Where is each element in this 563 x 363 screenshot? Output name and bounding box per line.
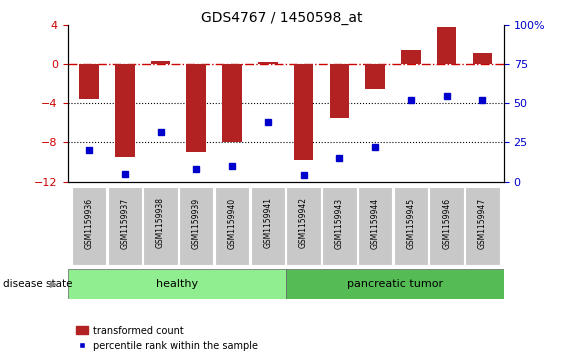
Text: healthy: healthy bbox=[155, 279, 198, 289]
Bar bbox=[465, 187, 499, 265]
Text: GSM1159942: GSM1159942 bbox=[299, 197, 308, 248]
Text: pancreatic tumor: pancreatic tumor bbox=[347, 279, 443, 289]
Bar bbox=[430, 187, 464, 265]
Text: GSM1159945: GSM1159945 bbox=[406, 197, 415, 249]
Text: GSM1159938: GSM1159938 bbox=[156, 197, 165, 248]
Text: GSM1159939: GSM1159939 bbox=[192, 197, 201, 249]
Text: GSM1159936: GSM1159936 bbox=[84, 197, 93, 249]
Text: GSM1159947: GSM1159947 bbox=[478, 197, 487, 249]
Text: disease state: disease state bbox=[3, 279, 72, 289]
Bar bbox=[394, 187, 428, 265]
Bar bbox=[72, 187, 106, 265]
Text: GSM1159944: GSM1159944 bbox=[370, 197, 379, 249]
Text: GSM1159937: GSM1159937 bbox=[120, 197, 129, 249]
Bar bbox=[151, 61, 171, 65]
Text: GSM1159943: GSM1159943 bbox=[335, 197, 344, 249]
Bar bbox=[79, 65, 99, 99]
Bar bbox=[108, 187, 142, 265]
Bar bbox=[258, 61, 278, 65]
Bar bbox=[285, 269, 504, 299]
Text: GSM1159946: GSM1159946 bbox=[442, 197, 451, 249]
Bar bbox=[215, 187, 249, 265]
Bar bbox=[365, 65, 385, 89]
Bar bbox=[144, 187, 178, 265]
Bar bbox=[179, 187, 213, 265]
Bar bbox=[222, 65, 242, 143]
Bar bbox=[401, 50, 421, 65]
Bar bbox=[287, 187, 321, 265]
Bar bbox=[68, 269, 285, 299]
Bar bbox=[294, 65, 314, 160]
Bar bbox=[251, 187, 285, 265]
Bar bbox=[472, 53, 492, 65]
Bar bbox=[437, 27, 457, 65]
Bar bbox=[322, 187, 356, 265]
Bar bbox=[329, 65, 349, 118]
Bar bbox=[186, 65, 206, 152]
Text: GSM1159940: GSM1159940 bbox=[227, 197, 236, 249]
Text: GDS4767 / 1450598_at: GDS4767 / 1450598_at bbox=[201, 11, 362, 25]
Legend: transformed count, percentile rank within the sample: transformed count, percentile rank withi… bbox=[73, 322, 262, 355]
Bar bbox=[358, 187, 392, 265]
Text: GSM1159941: GSM1159941 bbox=[263, 197, 272, 248]
Bar bbox=[115, 65, 135, 157]
Text: ▶: ▶ bbox=[50, 279, 57, 289]
